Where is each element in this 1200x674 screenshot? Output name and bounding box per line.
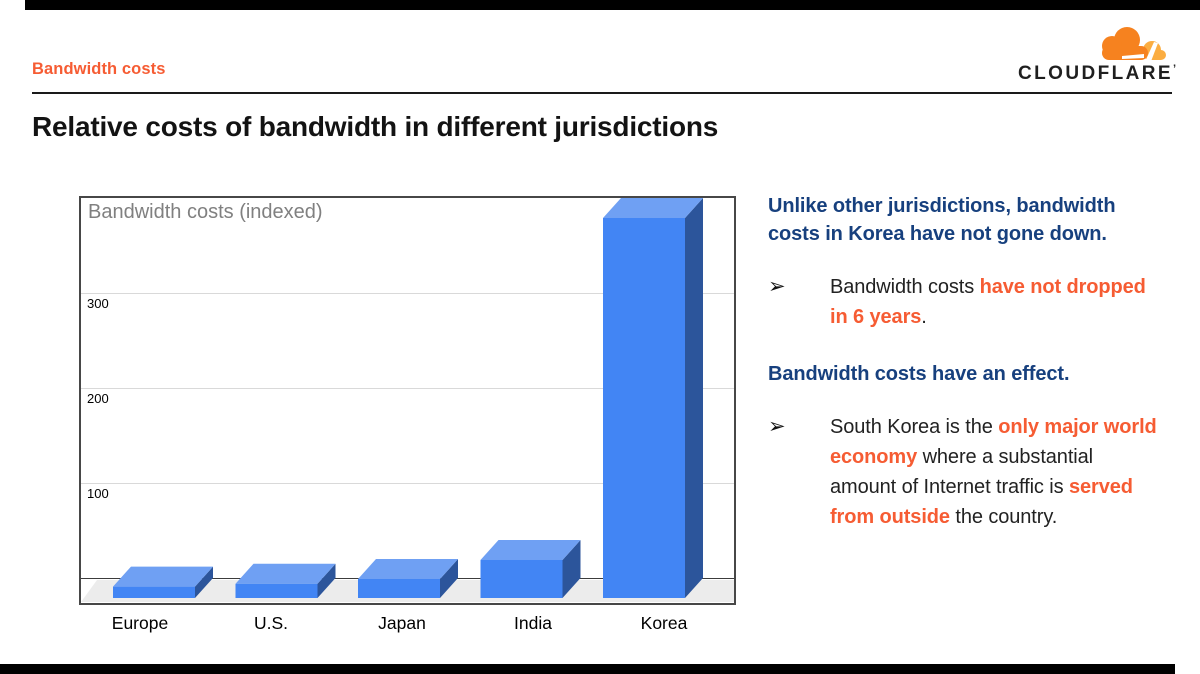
x-axis-label-europe: Europe bbox=[111, 613, 169, 633]
bullet-2-text: South Korea is the only major world econ… bbox=[830, 416, 1157, 528]
x-axis-labels: Europe U.S. Japan India Korea bbox=[81, 613, 734, 639]
gridline bbox=[81, 483, 734, 484]
bullet-1-text: Bandwidth costs have not dropped in 6 ye… bbox=[830, 276, 1146, 328]
y-tick-label: 200 bbox=[87, 391, 109, 406]
chart-title: Bandwidth costs (indexed) bbox=[88, 201, 323, 223]
note-heading-1: Unlike other jurisdictions, bandwidth co… bbox=[768, 195, 1116, 245]
bottom-strip bbox=[0, 664, 1175, 674]
bar-japan bbox=[358, 559, 458, 598]
bar-india bbox=[480, 540, 581, 598]
notes-column: Unlike other jurisdictions, bandwidth co… bbox=[768, 192, 1163, 560]
gridline bbox=[81, 293, 734, 294]
y-tick-label: 300 bbox=[87, 296, 109, 311]
note-heading-2: Bandwidth costs have an effect. bbox=[768, 363, 1070, 385]
cloudflare-cloud-icon bbox=[1102, 27, 1166, 64]
slide-eyebrow: Bandwidth costs bbox=[32, 60, 166, 78]
bar-europe bbox=[113, 566, 213, 598]
top-strip bbox=[25, 0, 1200, 10]
bar-us bbox=[235, 563, 336, 598]
x-axis-label-us: U.S. bbox=[253, 613, 289, 633]
bar-korea bbox=[603, 198, 703, 598]
arrow-bullet-icon: ➢ bbox=[768, 415, 786, 438]
header-divider bbox=[32, 92, 1172, 94]
x-axis-label-korea: Korea bbox=[640, 613, 688, 633]
y-tick-label: 100 bbox=[87, 486, 109, 501]
cloudflare-wordmark: CLOUDFLARE’ bbox=[1018, 63, 1176, 84]
gridline bbox=[81, 388, 734, 389]
bullet-item-1: ➢ Bandwidth costs have not dropped in 6 … bbox=[768, 272, 1163, 332]
trademark-tick: ’ bbox=[1172, 63, 1176, 75]
cloudflare-logo: CLOUDFLARE’ bbox=[1018, 26, 1178, 84]
bullet-item-2: ➢ South Korea is the only major world ec… bbox=[768, 412, 1163, 532]
x-axis-label-japan: Japan bbox=[378, 613, 426, 633]
page-title: Relative costs of bandwidth in different… bbox=[32, 111, 719, 142]
bar-chart-canvas bbox=[113, 198, 703, 598]
bar-chart: Bandwidth costs (indexed) 100 200 300 bbox=[79, 196, 736, 605]
x-axis-label-india: India bbox=[514, 613, 552, 633]
arrow-bullet-icon: ➢ bbox=[768, 275, 786, 298]
